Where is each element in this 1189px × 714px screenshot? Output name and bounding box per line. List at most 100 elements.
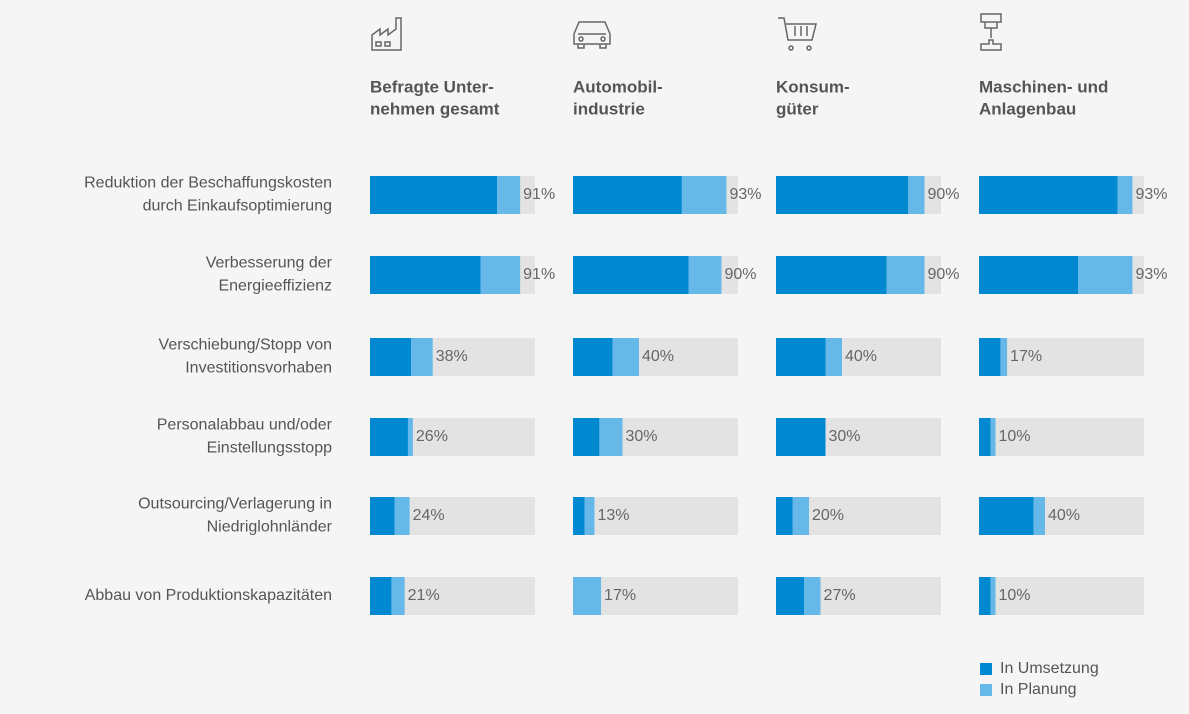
bar-segment	[979, 497, 1034, 535]
bar-segment	[792, 497, 809, 535]
bar-segment	[1078, 256, 1133, 294]
legend-swatch	[980, 663, 992, 675]
total-label: 90%	[928, 186, 960, 203]
bar-segment	[776, 577, 805, 615]
bar-segment	[407, 418, 413, 456]
total-label: 10%	[999, 587, 1031, 604]
bar-segment	[1000, 338, 1008, 376]
bar-segment	[1033, 497, 1045, 535]
legend-label: In Umsetzung	[1000, 660, 1099, 677]
total-label: 93%	[729, 186, 761, 203]
total-label: 91%	[523, 266, 555, 283]
legend-swatch	[980, 684, 992, 696]
icon-cart	[778, 17, 817, 51]
category-label: Niedriglohnländer	[207, 519, 333, 536]
bar-segment	[990, 418, 996, 456]
total-label: 13%	[597, 507, 629, 524]
icon-car	[573, 21, 611, 49]
total-label: 27%	[824, 587, 856, 604]
category-label: Reduktion der Beschaffungskosten	[84, 175, 332, 192]
bar-segment	[688, 256, 722, 294]
bar-segment	[573, 577, 602, 615]
bar-segment	[612, 338, 639, 376]
bar-segment	[584, 497, 595, 535]
bar-segment	[979, 176, 1118, 214]
bar-segment	[411, 338, 433, 376]
total-label: 91%	[523, 186, 555, 203]
legend-label: In Planung	[1000, 681, 1077, 698]
total-label: 40%	[1048, 507, 1080, 524]
bar-segment	[370, 176, 498, 214]
panel-title: industrie	[573, 99, 645, 118]
total-label: 30%	[626, 428, 658, 445]
panel-title: güter	[776, 99, 819, 118]
total-label: 17%	[604, 587, 636, 604]
bar-segment	[497, 176, 521, 214]
total-label: 20%	[812, 507, 844, 524]
bar-segment	[979, 418, 991, 456]
bar-segment	[370, 418, 408, 456]
bar-segment	[391, 577, 405, 615]
bar-segment	[908, 176, 925, 214]
bar-segment	[573, 176, 682, 214]
bar-segment	[480, 256, 521, 294]
bar-segment	[573, 497, 585, 535]
category-label: Verbesserung der	[206, 255, 333, 272]
bar-segment	[979, 577, 991, 615]
bar-segment	[979, 338, 1001, 376]
total-label: 40%	[845, 348, 877, 365]
total-label: 30%	[829, 428, 861, 445]
category-label: Investitionsvorhaben	[185, 360, 332, 377]
bar-segment	[776, 176, 908, 214]
total-label: 40%	[642, 348, 674, 365]
category-label: Personalabbau und/oder	[157, 417, 333, 434]
bar-segment	[886, 256, 925, 294]
bar-segment	[776, 497, 793, 535]
total-label: 26%	[416, 428, 448, 445]
panel-title: Anlagenbau	[979, 99, 1076, 118]
bar-segment	[825, 338, 842, 376]
bar-segment	[776, 338, 826, 376]
category-label: durch Einkaufsoptimierung	[143, 198, 332, 215]
bar-track	[979, 577, 1144, 615]
icon-machine	[980, 13, 1002, 51]
category-label: Einstellungsstopp	[207, 440, 333, 457]
bar-segment	[370, 497, 395, 535]
bar-segment	[979, 256, 1078, 294]
bar-segment	[990, 577, 996, 615]
bar-segment	[804, 577, 821, 615]
bar-segment	[573, 256, 689, 294]
bar-segment	[681, 176, 727, 214]
total-label: 10%	[999, 428, 1031, 445]
panel-title: Befragte Unter-	[370, 77, 494, 96]
bar-segment	[370, 256, 481, 294]
category-label: Outsourcing/Verlagerung in	[138, 496, 332, 513]
bar-track	[979, 418, 1144, 456]
category-label: Verschiebung/Stopp von	[159, 337, 332, 354]
panel-title: Maschinen- und	[979, 77, 1108, 96]
category-label: Abbau von Produktionskapazitäten	[85, 587, 332, 604]
total-label: 21%	[408, 587, 440, 604]
total-label: 93%	[1135, 266, 1167, 283]
panel-title: Konsum-	[776, 77, 850, 96]
total-label: 38%	[436, 348, 468, 365]
bar-segment	[776, 418, 826, 456]
bar-segment	[573, 418, 600, 456]
bar-segment	[394, 497, 410, 535]
total-label: 17%	[1010, 348, 1042, 365]
bar-segment	[776, 256, 887, 294]
bar-segment	[370, 577, 392, 615]
category-label: Energieeffizienz	[218, 278, 332, 295]
total-label: 93%	[1135, 186, 1167, 203]
total-label: 90%	[928, 266, 960, 283]
panel-title: nehmen gesamt	[370, 99, 500, 118]
bar-track	[573, 497, 738, 535]
bar-segment	[370, 338, 412, 376]
bar-segment	[1117, 176, 1133, 214]
total-label: 24%	[413, 507, 445, 524]
icon-factory	[371, 17, 402, 51]
total-label: 90%	[725, 266, 757, 283]
panel-title: Automobil-	[573, 77, 663, 96]
